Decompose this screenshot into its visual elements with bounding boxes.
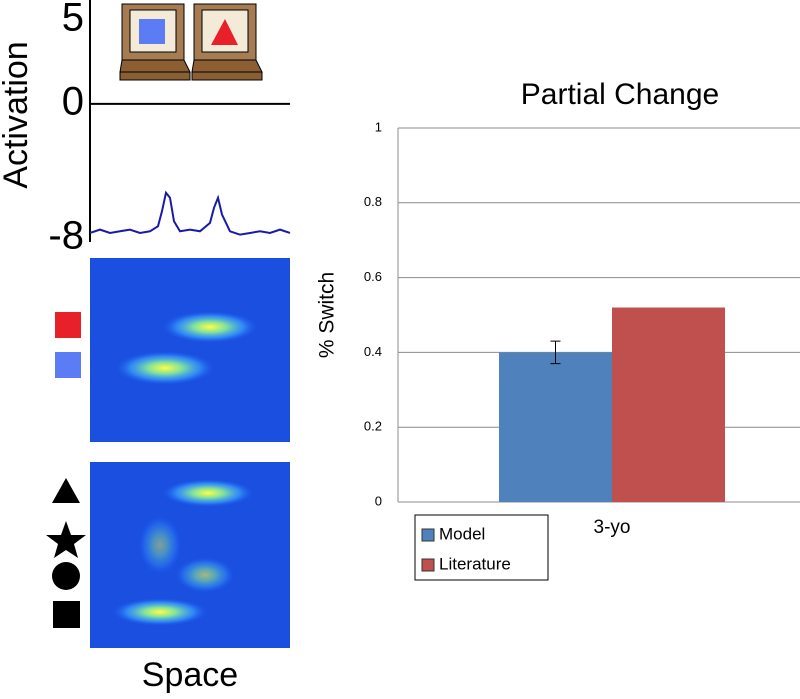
y-tick-label: 0.2 (364, 419, 382, 434)
y-tick-label: 0.8 (364, 194, 382, 209)
activation-line (89, 190, 291, 236)
error-bar (550, 340, 561, 365)
y-tick-label: 0 (375, 493, 382, 508)
y-tick-label: 0.4 (364, 344, 382, 359)
y-axis-label: Activation (0, 41, 35, 188)
symbol (55, 312, 81, 338)
y-tick-label: 0.6 (364, 269, 382, 284)
heatmap (90, 258, 290, 442)
y-tick-label: 0 (62, 79, 84, 123)
legend-label: Literature (439, 554, 511, 573)
legend-box (414, 514, 549, 581)
computer-icon (119, 3, 191, 81)
symbol (53, 601, 80, 628)
legend-swatch (421, 528, 435, 542)
y-tick-label: 5 (62, 0, 84, 40)
y-axis-label: % Switch (316, 272, 339, 358)
symbol (46, 521, 86, 558)
heatmap (90, 462, 290, 648)
symbol (55, 352, 81, 378)
bar (499, 352, 612, 502)
y-tick-label: -8 (48, 214, 84, 258)
symbol (52, 478, 80, 503)
legend-swatch (421, 558, 435, 572)
symbol (52, 562, 80, 590)
y-tick-label: 1 (375, 119, 382, 134)
x-axis-label: Space (142, 656, 238, 694)
chart-title: Partial Change (521, 78, 719, 111)
legend-label: Model (439, 524, 485, 543)
bar (612, 307, 725, 502)
computer-icon (191, 3, 263, 81)
x-tick-label: 3-yo (594, 517, 631, 538)
